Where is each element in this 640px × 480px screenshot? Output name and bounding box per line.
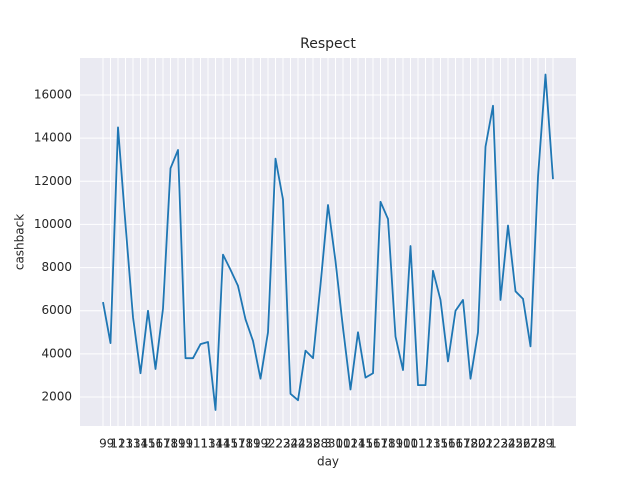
x-tick-label: 16 — [448, 437, 463, 451]
x-tick-label: 11 — [185, 437, 200, 451]
x-tick-label: 14 — [133, 437, 148, 451]
y-tick-label: 4000 — [41, 346, 72, 360]
x-tick-label: 11 — [410, 437, 425, 451]
x-axis-label: day — [317, 455, 339, 469]
x-tick-label: 9 — [99, 437, 107, 451]
x-tick-label: 10 — [395, 437, 410, 451]
x-tick-label: 15 — [358, 437, 373, 451]
x-tick-label: 13 — [125, 437, 140, 451]
x-tick-label: 24 — [500, 437, 515, 451]
x-tick-label: 17 — [155, 437, 170, 451]
x-tick-label: 29 — [538, 437, 553, 451]
x-tick-label: 1 — [549, 437, 557, 451]
x-tick-label: 16 — [365, 437, 380, 451]
x-tick-label: 15 — [140, 437, 155, 451]
x-tick-label: 30 — [328, 437, 343, 451]
x-tick-label: 13 — [425, 437, 440, 451]
x-tick-label: 10 — [403, 437, 418, 451]
x-tick-label: 17 — [455, 437, 470, 451]
x-tick-label: 11 — [193, 437, 208, 451]
y-tick-label: 12000 — [34, 174, 72, 188]
chart-title: Respect — [300, 36, 356, 52]
x-tick-label: 23 — [493, 437, 508, 451]
line-series — [102, 73, 554, 411]
x-tick-label: 25 — [298, 437, 313, 451]
x-tick-label: 18 — [463, 437, 478, 451]
x-tick-label: 28 — [530, 437, 545, 451]
y-tick-label: 6000 — [41, 303, 72, 317]
x-tick-label: 15 — [223, 437, 238, 451]
x-tick-label: 28 — [313, 437, 328, 451]
y-tick-label: 10000 — [34, 217, 72, 231]
x-tick-label: 13 — [118, 437, 133, 451]
x-tick-label: 19 — [170, 437, 185, 451]
x-tick-label: 14 — [350, 437, 365, 451]
x-tick-label: 26 — [515, 437, 530, 451]
x-tick-label: 17 — [373, 437, 388, 451]
x-tick-label: 15 — [433, 437, 448, 451]
y-tick-label: 2000 — [41, 390, 72, 404]
x-tick-label: 14 — [208, 437, 223, 451]
x-tick-label: 14 — [215, 437, 230, 451]
x-tick-label: 25 — [508, 437, 523, 451]
x-tick-label: 18 — [163, 437, 178, 451]
x-tick-label: 24 — [283, 437, 298, 451]
x-tick-label: 28 — [305, 437, 320, 451]
x-tick-label: 18 — [238, 437, 253, 451]
x-tick-label: 27 — [523, 437, 538, 451]
x-tick-label: 21 — [478, 437, 493, 451]
x-tick-label: 18 — [380, 437, 395, 451]
y-tick-label: 14000 — [34, 131, 72, 145]
x-tick-label: 13 — [200, 437, 215, 451]
x-tick-label: 2 — [264, 437, 272, 451]
x-tick-label: 22 — [485, 437, 500, 451]
x-tick-label: 12 — [418, 437, 433, 451]
x-tick-label: 22 — [268, 437, 283, 451]
x-tick-label: 19 — [245, 437, 260, 451]
x-tick-label: 16 — [440, 437, 455, 451]
x-tick-label: 19 — [178, 437, 193, 451]
x-tick-label: 19 — [388, 437, 403, 451]
x-tick-label: 16 — [148, 437, 163, 451]
x-tick-label: 10 — [335, 437, 350, 451]
x-tick-label: 3 — [324, 437, 332, 451]
x-tick-label: 24 — [290, 437, 305, 451]
x-tick-label: 19 — [253, 437, 268, 451]
x-tick-label: 12 — [110, 437, 125, 451]
x-tick-label: 9 — [107, 437, 115, 451]
x-tick-label: 12 — [343, 437, 358, 451]
y-tick-label: 16000 — [34, 87, 72, 101]
x-tick-label: 17 — [230, 437, 245, 451]
x-tick-label: 20 — [470, 437, 485, 451]
y-axis-label: cashback — [13, 214, 27, 270]
y-tick-label: 8000 — [41, 260, 72, 274]
x-tick-label: 23 — [275, 437, 290, 451]
